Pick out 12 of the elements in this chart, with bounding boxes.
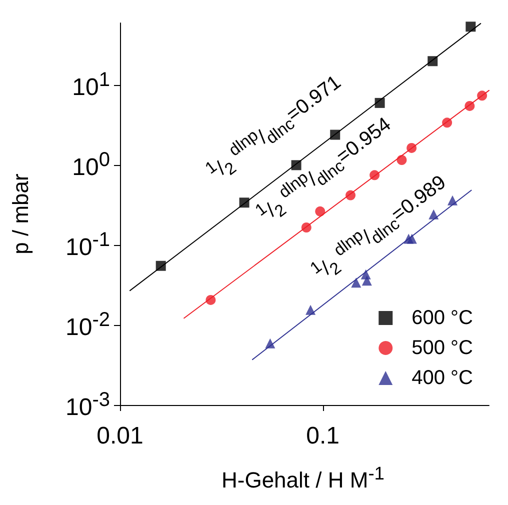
y-tick-label: 10$^{1}$ — [72, 69, 110, 102]
x-axis-title: H-Gehalt / H M$^{-1}$ — [222, 462, 384, 493]
y-tick-label: 10$^{-1}$ — [66, 229, 110, 262]
legend-label: 500 °C — [412, 337, 474, 359]
y-tick-label: 10$^{-3}$ — [66, 389, 110, 421]
y-tick-label: 10$^{-2}$ — [66, 309, 110, 342]
y-axis-title: p / mbar — [8, 174, 33, 254]
legend-label: 400 °C — [412, 367, 474, 389]
legend-label: 600 °C — [412, 307, 474, 329]
y-tick-label: 10$^{0}$ — [72, 149, 110, 182]
x-tick-label: 0.01 — [96, 422, 144, 450]
x-tick-label: 0.1 — [306, 422, 340, 450]
